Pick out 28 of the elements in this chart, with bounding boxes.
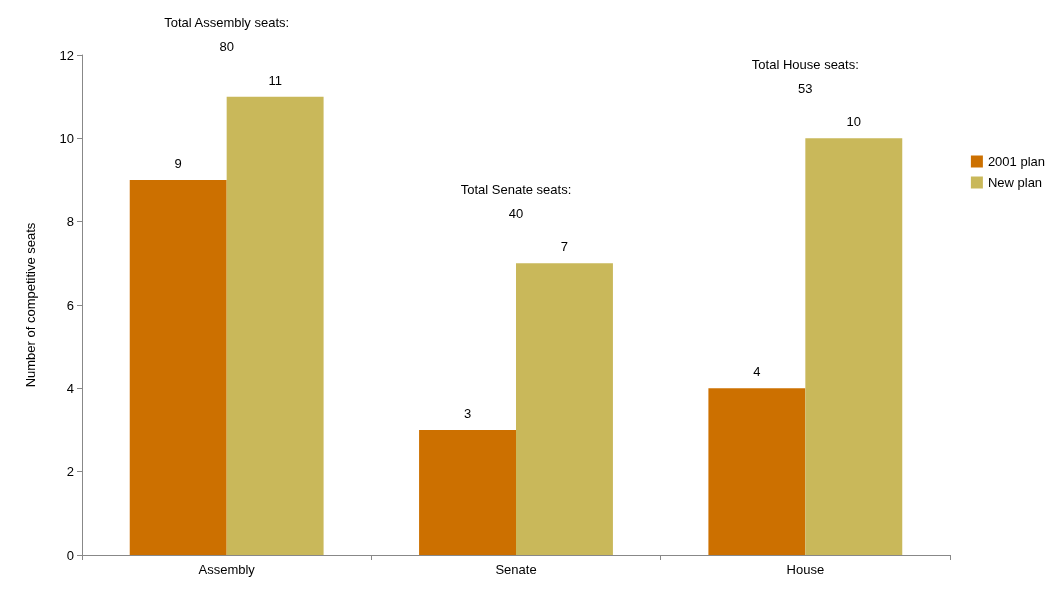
data-label: 10 [846, 114, 862, 130]
bar [805, 138, 903, 555]
text: Total Assembly seats: 80 [164, 15, 290, 55]
y-axis-title: Number of competitive seats [23, 222, 38, 388]
y-tick-label: 8 [66, 214, 74, 230]
y-tick-label: 12 [59, 47, 74, 63]
y-tick-label: 4 [66, 380, 74, 396]
bar [129, 180, 227, 555]
x-tick-label: House [786, 562, 825, 577]
data-label: 3 [463, 406, 472, 421]
data-label: 7 [560, 239, 569, 255]
bar [419, 430, 516, 555]
data-label: 4 [753, 364, 761, 380]
annotation: Total Senate seats: 40 [460, 181, 572, 221]
annotation: Total House seats: 53 [751, 56, 859, 96]
data-label: 11 [268, 72, 282, 88]
bar [516, 263, 613, 555]
data-label: 9 [174, 156, 182, 171]
x-tick-label: Senate [495, 562, 537, 577]
bar [708, 388, 806, 555]
legend-label: New plan [987, 175, 1043, 190]
y-tick-label: 0 [66, 547, 74, 563]
y-tick-label: 2 [66, 464, 74, 480]
y-tick-label: 6 [66, 297, 74, 313]
y-tick-label: 10 [59, 130, 74, 146]
legend-label: 2001 plan [987, 154, 1046, 169]
bar [226, 96, 324, 555]
x-tick-label: Assembly [198, 562, 256, 577]
